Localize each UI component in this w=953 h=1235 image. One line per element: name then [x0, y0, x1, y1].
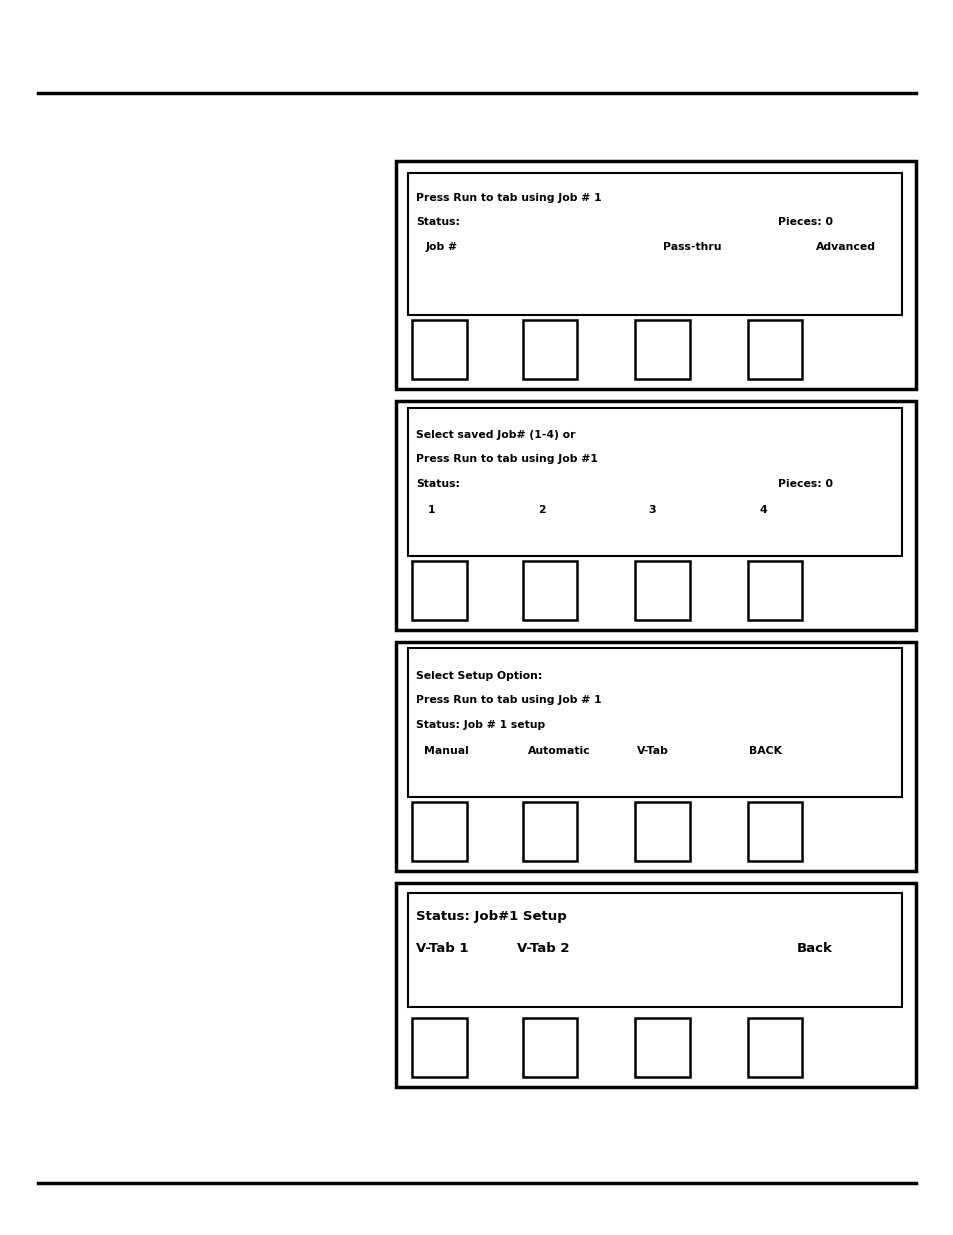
Bar — [635, 802, 689, 861]
Bar — [635, 1018, 689, 1077]
Text: Press Run to tab using Job # 1: Press Run to tab using Job # 1 — [416, 193, 601, 203]
Text: Pieces: 0: Pieces: 0 — [777, 217, 832, 227]
Text: Back: Back — [796, 942, 832, 955]
Bar — [522, 802, 577, 861]
Bar — [395, 161, 915, 389]
Bar — [522, 320, 577, 379]
Bar — [747, 802, 801, 861]
Text: 1: 1 — [427, 505, 435, 515]
Bar — [408, 893, 902, 1007]
Text: Press Run to tab using Job #1: Press Run to tab using Job #1 — [416, 454, 598, 464]
Bar — [395, 642, 915, 871]
Bar — [747, 320, 801, 379]
Bar — [412, 802, 466, 861]
Text: Status: Job # 1 setup: Status: Job # 1 setup — [416, 720, 544, 730]
Bar — [412, 320, 466, 379]
Bar — [747, 561, 801, 620]
Bar — [635, 561, 689, 620]
Bar — [635, 320, 689, 379]
Text: Press Run to tab using Job # 1: Press Run to tab using Job # 1 — [416, 695, 601, 705]
Text: V-Tab: V-Tab — [637, 746, 668, 756]
Text: Advanced: Advanced — [815, 242, 875, 252]
Text: Status: Job#1 Setup: Status: Job#1 Setup — [416, 910, 566, 923]
Bar — [395, 883, 915, 1087]
Text: BACK: BACK — [748, 746, 781, 756]
Text: Manual: Manual — [423, 746, 468, 756]
Bar — [408, 408, 902, 556]
Text: Status:: Status: — [416, 217, 459, 227]
Text: V-Tab 1: V-Tab 1 — [416, 942, 468, 955]
Text: 2: 2 — [537, 505, 545, 515]
Bar — [412, 561, 466, 620]
Text: Select saved Job# (1-4) or: Select saved Job# (1-4) or — [416, 430, 575, 440]
Bar — [522, 1018, 577, 1077]
Text: Pass-thru: Pass-thru — [662, 242, 720, 252]
Bar — [408, 648, 902, 797]
Text: V-Tab 2: V-Tab 2 — [517, 942, 569, 955]
Text: Pieces: 0: Pieces: 0 — [777, 479, 832, 489]
Text: Status:: Status: — [416, 479, 459, 489]
Text: Automatic: Automatic — [527, 746, 590, 756]
Bar — [412, 1018, 466, 1077]
Text: Job #: Job # — [425, 242, 457, 252]
Bar — [747, 1018, 801, 1077]
Bar — [408, 173, 902, 315]
Text: 4: 4 — [759, 505, 766, 515]
Bar — [522, 561, 577, 620]
Text: 3: 3 — [648, 505, 656, 515]
Text: Select Setup Option:: Select Setup Option: — [416, 671, 541, 680]
Bar — [395, 401, 915, 630]
